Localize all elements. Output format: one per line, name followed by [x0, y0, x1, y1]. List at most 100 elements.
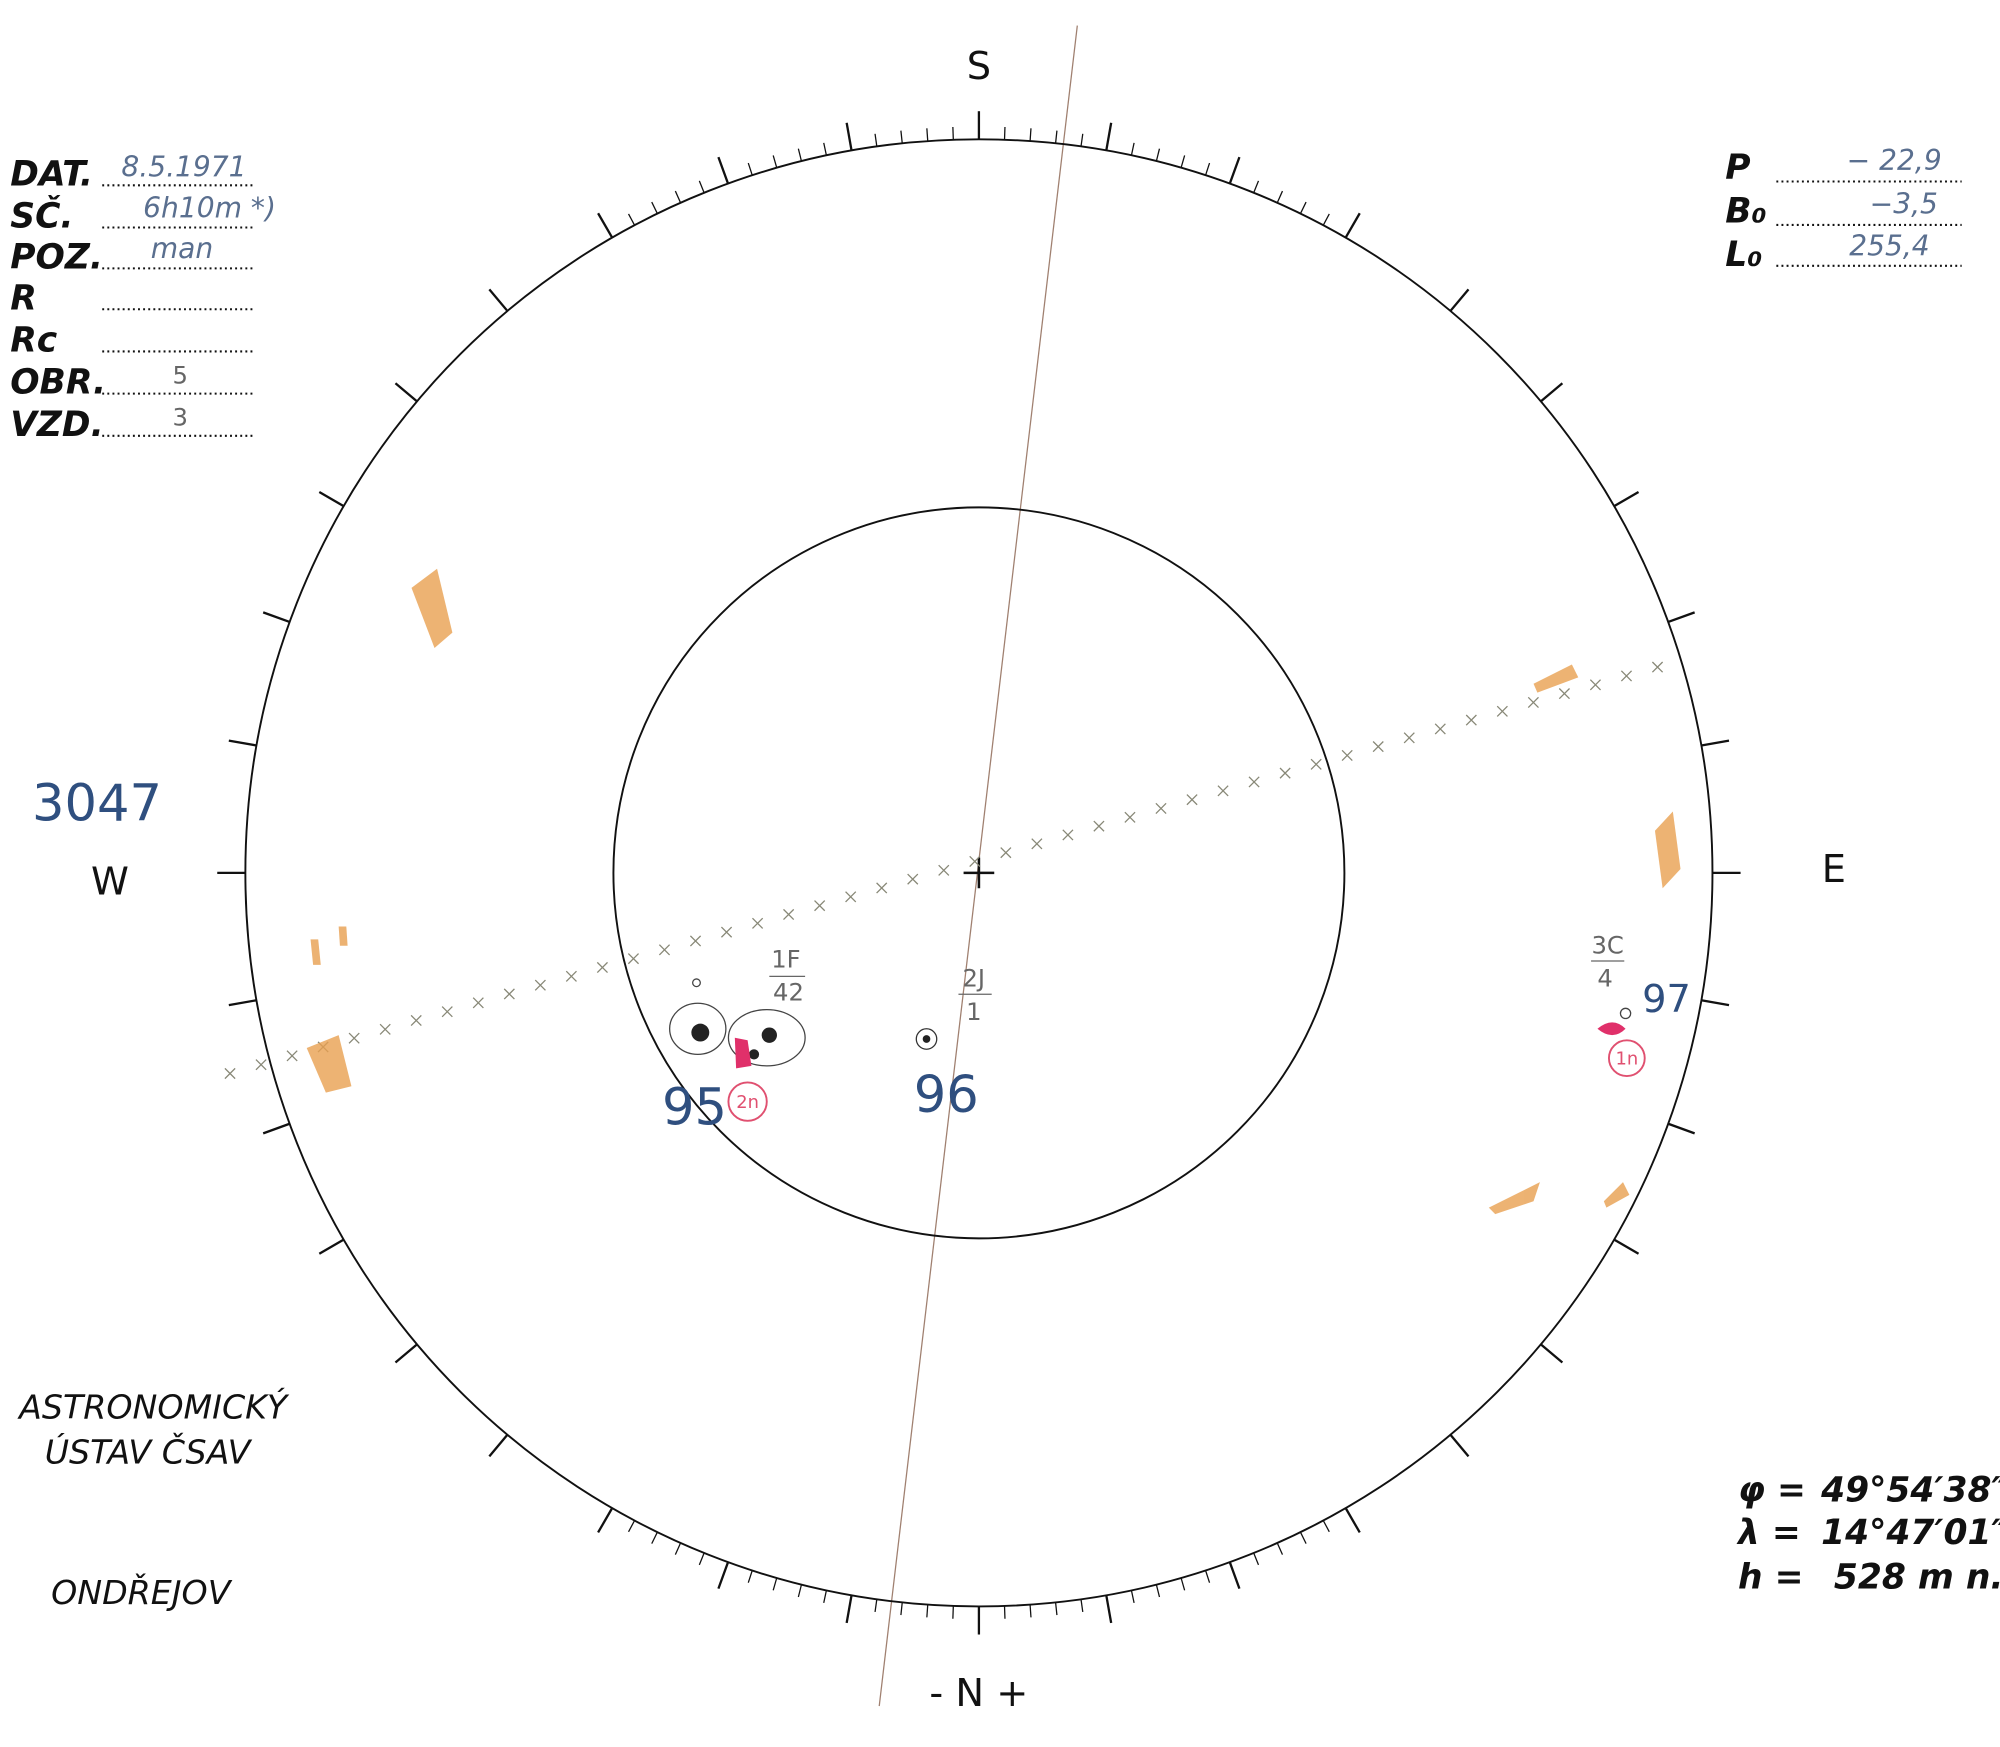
tick	[674, 1542, 682, 1555]
equator-mark	[348, 1032, 360, 1044]
equator-mark	[1403, 732, 1415, 744]
location-value: 14°47′01″	[1821, 1513, 2000, 1553]
compass-north: - N +	[929, 1671, 1028, 1716]
tick	[1344, 1507, 1361, 1534]
equator-mark	[1186, 794, 1198, 806]
location-value: 49°54′38″	[1820, 1471, 2000, 1511]
field-value: − 22,9	[1847, 144, 1942, 177]
center-cross	[963, 857, 995, 889]
field-label: OBR.	[10, 363, 106, 403]
tick	[823, 1590, 828, 1604]
tick	[1029, 1604, 1032, 1618]
equator-mark	[1434, 723, 1446, 735]
equator-mark	[1155, 802, 1167, 815]
tick	[1105, 122, 1113, 151]
flare-class: 2n	[736, 1092, 759, 1113]
tick	[1080, 133, 1084, 147]
compass-west: W	[91, 860, 129, 905]
equator-mark	[1589, 679, 1602, 691]
tick	[1667, 1122, 1696, 1135]
flare-class: 1n	[1615, 1049, 1638, 1070]
tick	[1253, 1552, 1260, 1566]
equator-mark	[1217, 785, 1229, 797]
region-95: 95 1F 42 2n	[662, 944, 806, 1138]
tick	[1054, 130, 1058, 144]
tick	[394, 1343, 418, 1364]
tick	[1322, 213, 1330, 226]
field-value: 255,4	[1849, 230, 1929, 263]
equator-mark	[441, 1006, 453, 1018]
tick	[1613, 491, 1640, 508]
field-label: P	[1725, 148, 1750, 188]
region-count: 1	[966, 997, 981, 1026]
equator-mark	[783, 908, 795, 921]
tick	[1105, 1595, 1113, 1624]
equator-mark	[1000, 847, 1012, 859]
equator-mark	[845, 891, 857, 903]
field-label: DAT.	[10, 154, 93, 194]
equator-mark	[1124, 811, 1136, 823]
tick	[1540, 382, 1564, 403]
field-value: 3	[173, 403, 188, 432]
drawing-number: 3047	[32, 774, 162, 833]
tick	[1540, 1343, 1564, 1364]
equator-mark	[410, 1014, 422, 1027]
equator-mark	[1279, 767, 1291, 779]
tick	[900, 1602, 903, 1616]
tick	[1029, 128, 1032, 142]
tick	[318, 491, 345, 508]
field-label: SČ.	[10, 195, 73, 236]
tick	[1613, 1238, 1640, 1255]
tick	[488, 288, 509, 312]
field-label: VZD.	[10, 405, 103, 445]
flare-circle	[1607, 1039, 1646, 1078]
institution-line: ÚSTAV ČSAV	[45, 1431, 253, 1471]
equator-mark	[379, 1023, 391, 1035]
tick	[262, 1122, 290, 1135]
tick	[318, 1238, 345, 1255]
tick	[597, 212, 614, 239]
equator-mark	[627, 953, 640, 965]
tick	[1130, 142, 1135, 156]
flare-circle	[727, 1081, 768, 1122]
tick	[597, 1507, 614, 1534]
tick	[717, 1561, 730, 1589]
tick	[228, 739, 257, 747]
tick	[1130, 1590, 1135, 1604]
equator-mark	[1031, 838, 1043, 850]
equator-mark	[596, 961, 608, 974]
tick	[262, 611, 290, 624]
tick	[1253, 180, 1260, 193]
tick	[797, 148, 803, 162]
equator-mark	[752, 917, 764, 929]
tick	[747, 1570, 753, 1583]
inner-circle	[612, 506, 1346, 1240]
tick	[1204, 162, 1211, 176]
equator-mark	[1651, 661, 1664, 673]
region-class: 1F	[771, 944, 800, 973]
equator-path	[224, 661, 1664, 1080]
tick	[1449, 288, 1470, 312]
tick	[627, 213, 636, 226]
tick	[1276, 190, 1284, 203]
field-label: B₀	[1725, 191, 1766, 231]
tick	[1080, 1599, 1084, 1613]
equator-mark	[1248, 776, 1260, 788]
tick	[845, 1595, 853, 1624]
compass-south: S	[967, 44, 991, 89]
header-right: P − 22,9 B₀ −3,5 L₀ 255,4	[1725, 144, 1962, 275]
tick	[1155, 148, 1161, 162]
tick	[747, 162, 753, 176]
tick	[1667, 611, 1696, 624]
region-count: 4	[1597, 964, 1612, 993]
tick-ring	[217, 111, 1741, 1635]
compass-east: E	[1822, 847, 1846, 892]
equator-mark	[1527, 696, 1539, 709]
equator-mark	[1341, 749, 1353, 762]
tick	[926, 128, 929, 142]
equator-mark	[938, 864, 950, 876]
tick	[772, 1577, 778, 1591]
tick	[1701, 739, 1730, 747]
